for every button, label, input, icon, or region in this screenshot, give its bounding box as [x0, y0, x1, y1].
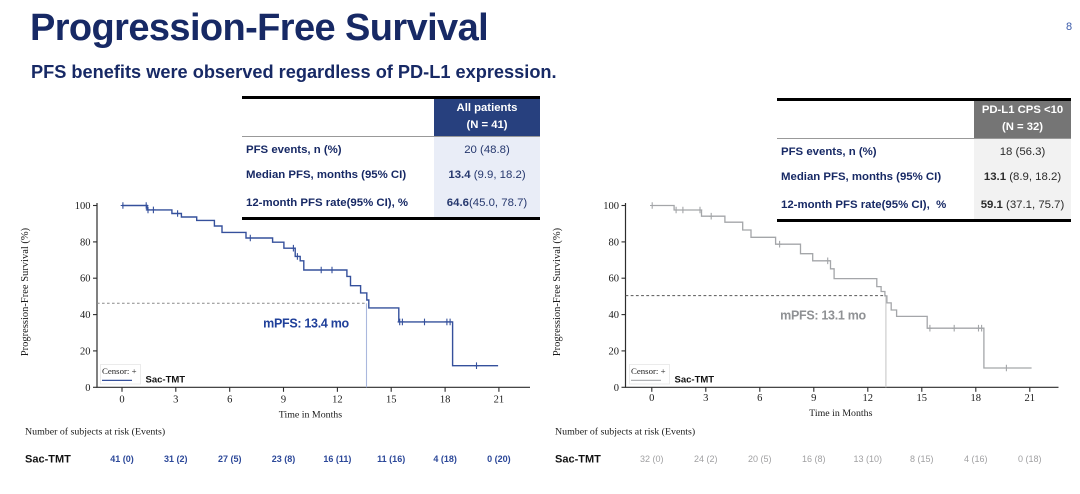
svg-text:20: 20 — [80, 346, 91, 357]
svg-text:0: 0 — [614, 383, 619, 394]
svg-text:18: 18 — [440, 395, 451, 406]
svg-text:80: 80 — [80, 237, 91, 248]
svg-text:13 (10): 13 (10) — [854, 454, 883, 464]
svg-text:6: 6 — [757, 393, 762, 404]
svg-text:Progression-Free Survival (%): Progression-Free Survival (%) — [552, 227, 563, 356]
svg-text:Number of subjects at risk (Ev: Number of subjects at risk (Events) — [25, 427, 165, 438]
svg-text:11 (16): 11 (16) — [377, 454, 405, 464]
svg-text:6: 6 — [227, 395, 232, 406]
svg-text:16 (8): 16 (8) — [802, 454, 826, 464]
svg-text:18: 18 — [971, 393, 982, 404]
svg-text:0 (20): 0 (20) — [487, 454, 511, 464]
svg-text:0: 0 — [85, 383, 90, 394]
svg-text:16 (11): 16 (11) — [323, 454, 351, 464]
svg-text:Sac-TMT: Sac-TMT — [555, 454, 601, 466]
svg-text:21: 21 — [1025, 393, 1036, 404]
svg-text:Time in Months: Time in Months — [809, 408, 872, 419]
svg-text:0: 0 — [649, 393, 654, 404]
svg-text:15: 15 — [917, 393, 928, 404]
svg-text:8 (15): 8 (15) — [910, 454, 934, 464]
svg-text:Sac-TMT: Sac-TMT — [25, 454, 71, 466]
svg-text:4 (18): 4 (18) — [433, 454, 457, 464]
svg-text:20 (5): 20 (5) — [748, 454, 772, 464]
svg-text:Sac-TMT: Sac-TMT — [146, 374, 186, 385]
svg-text:15: 15 — [386, 395, 397, 406]
svg-text:Number of subjects at risk (Ev: Number of subjects at risk (Events) — [555, 427, 695, 438]
svg-text:40: 40 — [609, 310, 620, 321]
svg-text:80: 80 — [609, 237, 620, 248]
svg-text:24 (2): 24 (2) — [694, 454, 718, 464]
svg-text:Time in Months: Time in Months — [279, 410, 342, 421]
svg-text:Progression-Free Survival (%): Progression-Free Survival (%) — [20, 227, 31, 356]
svg-text:32 (0): 32 (0) — [640, 454, 664, 464]
svg-text:12: 12 — [863, 393, 874, 404]
svg-text:23 (8): 23 (8) — [272, 454, 296, 464]
svg-text:Censor: +: Censor: + — [102, 366, 137, 376]
svg-text:100: 100 — [75, 201, 91, 212]
svg-text:Censor: +: Censor: + — [631, 366, 666, 376]
svg-text:100: 100 — [603, 201, 619, 212]
svg-text:20: 20 — [609, 346, 620, 357]
svg-text:Sac-TMT: Sac-TMT — [675, 374, 715, 385]
svg-text:27 (5): 27 (5) — [218, 454, 242, 464]
svg-text:31 (2): 31 (2) — [164, 454, 188, 464]
svg-text:21: 21 — [494, 395, 505, 406]
svg-text:9: 9 — [281, 395, 286, 406]
svg-text:41 (0): 41 (0) — [110, 454, 134, 464]
svg-text:60: 60 — [80, 274, 91, 285]
svg-text:9: 9 — [811, 393, 816, 404]
svg-text:mPFS: 13.4 mo: mPFS: 13.4 mo — [263, 316, 349, 330]
svg-text:3: 3 — [703, 393, 708, 404]
svg-text:4 (16): 4 (16) — [964, 454, 988, 464]
svg-text:0 (18): 0 (18) — [1018, 454, 1042, 464]
svg-text:3: 3 — [173, 395, 178, 406]
svg-text:60: 60 — [609, 274, 620, 285]
svg-text:mPFS: 13.1 mo: mPFS: 13.1 mo — [780, 308, 866, 322]
svg-text:0: 0 — [119, 395, 124, 406]
svg-text:12: 12 — [332, 395, 343, 406]
svg-text:40: 40 — [80, 310, 91, 321]
